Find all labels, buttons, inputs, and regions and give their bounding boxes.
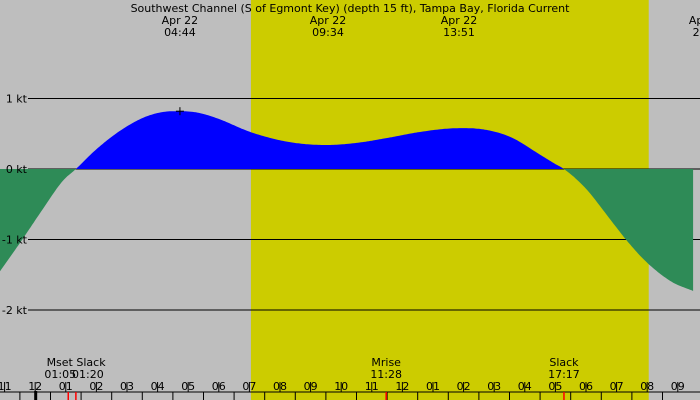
x-tick-label: 08 (640, 380, 654, 393)
top-date-label: Ap (689, 14, 700, 27)
x-tick-label: 06 (579, 380, 593, 393)
top-date-label: Apr 22 (162, 14, 199, 27)
event-label-mset-slack: Mset Slack (47, 356, 107, 369)
y-tick-label: 1 kt (6, 93, 28, 106)
x-tick-label: 03 (487, 380, 501, 393)
x-tick-label: 08 (273, 380, 287, 393)
top-time-label: 2 (693, 26, 700, 39)
top-date-label: Apr 22 (441, 14, 478, 27)
y-tick-label: -1 kt (2, 234, 28, 247)
x-tick-label: 09 (304, 380, 318, 393)
x-tick-label: 11 (0, 380, 12, 393)
y-axis-labels: 1 kt 0 kt -1 kt -2 kt (2, 93, 28, 318)
event-time-mset: 01:05 (44, 368, 76, 381)
x-axis: 11 12 01 02 03 04 05 06 07 08 09 10 11 12 01 02 03 04 05 06… (0, 380, 700, 400)
event-time-mrise: 11:28 (370, 368, 402, 381)
top-time-label: 09:34 (312, 26, 344, 39)
top-date-label: Apr 22 (310, 14, 347, 27)
max-current-marker (175, 107, 184, 116)
x-tick-label: 12 (28, 380, 42, 393)
x-tick-label: 12 (395, 380, 409, 393)
daylight-band (250, 0, 649, 400)
event-time-slack: 17:17 (548, 368, 580, 381)
x-tick-label: 10 (334, 380, 348, 393)
x-tick-label: 02 (457, 380, 471, 393)
event-label-slack: Slack (549, 356, 579, 369)
x-tick-label: 02 (89, 380, 103, 393)
x-tick-label: 04 (151, 380, 165, 393)
x-tick-label: 04 (518, 380, 532, 393)
x-tick-label: 09 (671, 380, 685, 393)
event-time-slack: 01:20 (72, 368, 104, 381)
top-time-label: 04:44 (164, 26, 196, 39)
x-tick-label: 07 (610, 380, 624, 393)
chart-title: Southwest Channel (S of Egmont Key) (dep… (131, 2, 571, 15)
x-tick-label: 05 (548, 380, 562, 393)
x-tick-label: 07 (242, 380, 256, 393)
x-tick-label: 01 (59, 380, 73, 393)
x-tick-label: 01 (426, 380, 440, 393)
y-tick-label: -2 kt (2, 304, 28, 317)
top-time-label: 13:51 (443, 26, 475, 39)
now-marker (34, 391, 38, 400)
y-tick-label: 0 kt (6, 163, 28, 176)
flood-current-area (75, 111, 564, 169)
x-tick-label: 05 (181, 380, 195, 393)
event-label-mrise: Mrise (371, 356, 401, 369)
ebb-current-area (0, 169, 694, 291)
x-tick-label: 03 (120, 380, 134, 393)
x-tick-label: 06 (212, 380, 226, 393)
x-tick-label: 11 (365, 380, 379, 393)
